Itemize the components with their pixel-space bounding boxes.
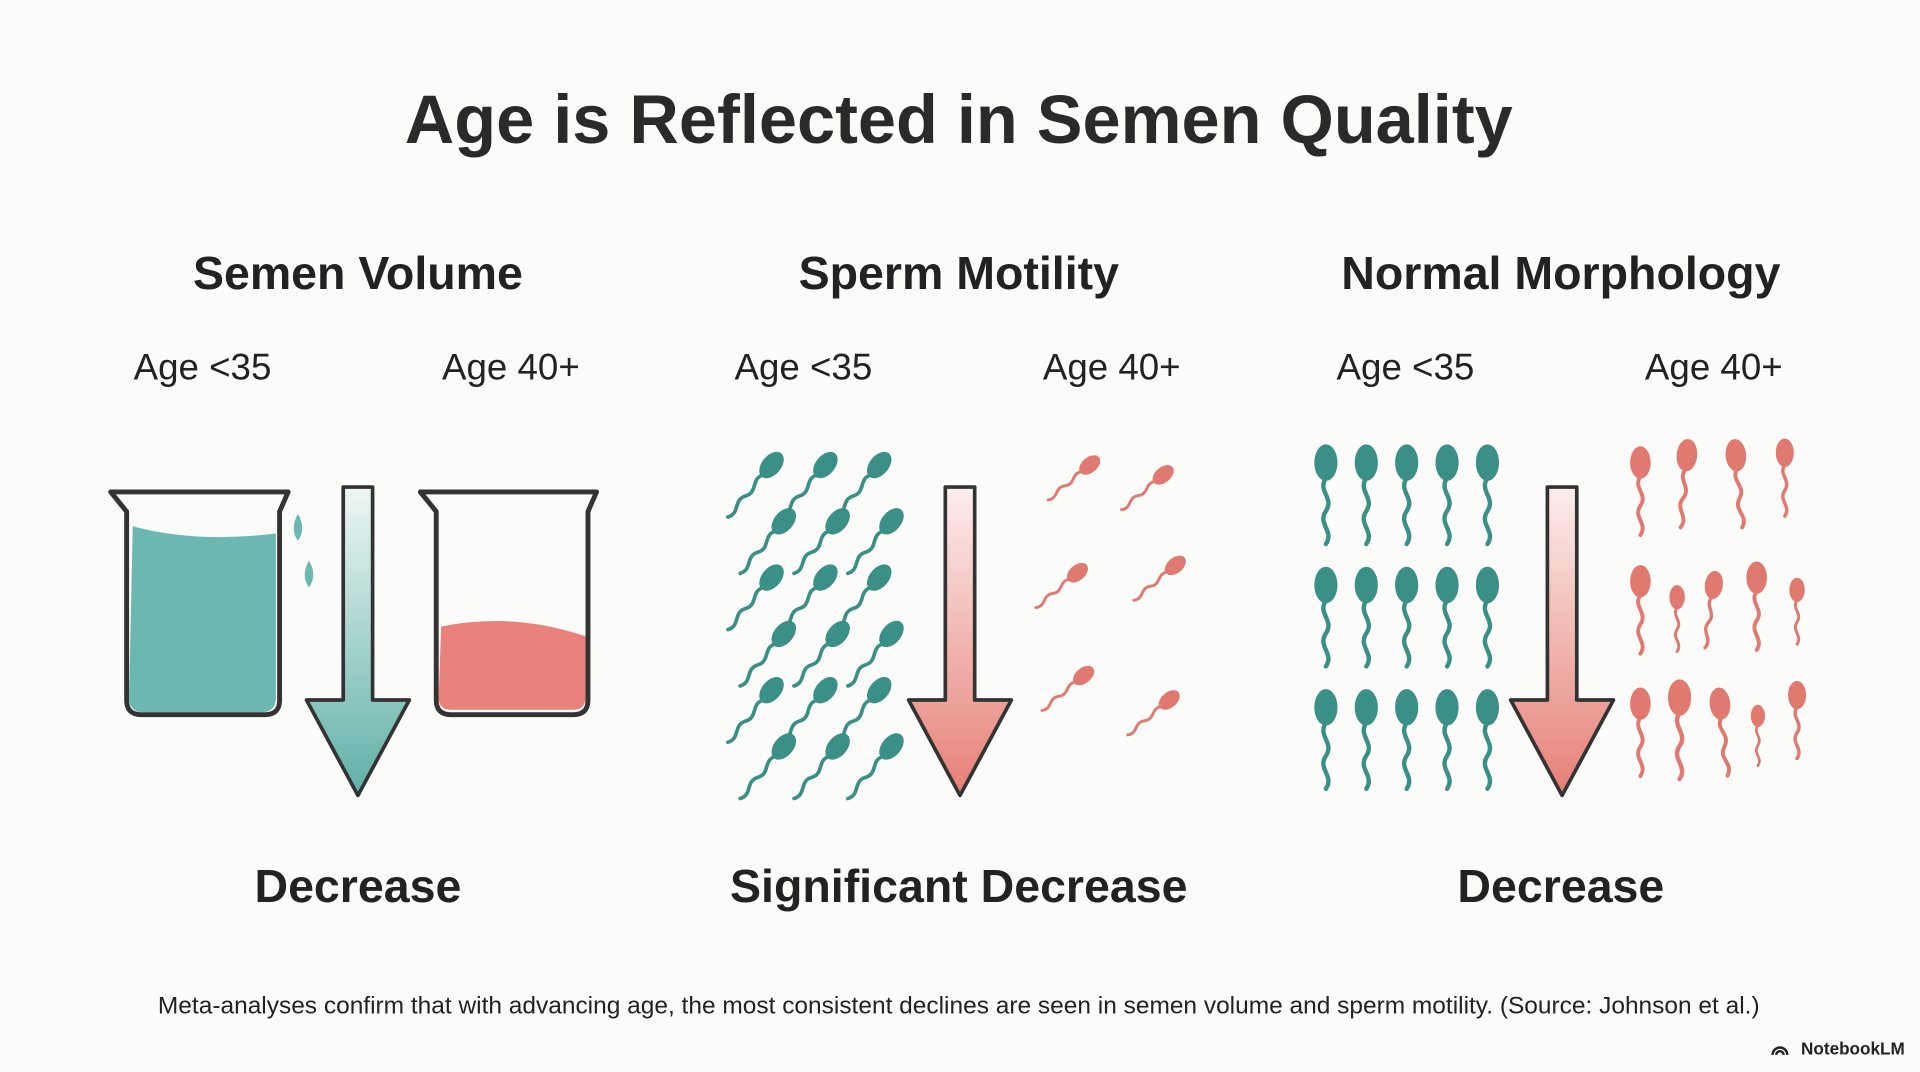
panel-heading: Sperm Motility <box>799 247 1120 299</box>
sperm <box>731 502 803 582</box>
sperm <box>838 727 910 807</box>
volume-illustration <box>108 485 599 798</box>
brand: NotebookLM <box>1801 1039 1905 1059</box>
age-label: Age 40+ <box>442 346 580 387</box>
sperm <box>731 727 803 807</box>
age-label: Age <35 <box>134 346 272 387</box>
footer: Meta-analyses confirm that with advancin… <box>158 993 1760 1020</box>
sperm <box>1788 576 1806 646</box>
sperm <box>719 446 790 525</box>
sperm <box>1315 445 1337 544</box>
sperm <box>1396 567 1418 666</box>
sperm <box>1694 568 1726 651</box>
result-label: Decrease <box>254 860 461 912</box>
sperm <box>1476 445 1498 544</box>
panel-heading: Semen Volume <box>193 247 523 299</box>
sperm <box>785 502 856 582</box>
sperm <box>1706 685 1740 779</box>
age-label: Age <35 <box>1337 346 1475 387</box>
title: Age is Reflected in Semen Quality <box>405 81 1513 158</box>
sperm <box>1744 559 1769 653</box>
sperm <box>1315 567 1337 666</box>
sperm <box>838 614 910 694</box>
sperm <box>1668 583 1686 653</box>
sperm <box>1786 679 1808 761</box>
sperm <box>1669 680 1691 779</box>
sperm <box>1436 690 1458 789</box>
motility-illustration <box>719 446 1191 807</box>
sperm <box>1121 685 1185 743</box>
sperm <box>1127 550 1191 608</box>
sperm <box>1115 460 1179 517</box>
result-label: Decrease <box>1457 860 1664 912</box>
sperm <box>1396 445 1418 544</box>
sperm <box>719 558 790 638</box>
morphology-illustration <box>1315 436 1808 798</box>
sperm <box>1628 563 1653 656</box>
sperm <box>1668 436 1700 531</box>
sperm <box>1396 690 1418 789</box>
sperm <box>1436 445 1458 544</box>
sperm <box>1722 436 1754 531</box>
age-label: Age 40+ <box>1645 346 1783 387</box>
sperm <box>1628 444 1653 537</box>
sperm <box>785 727 856 807</box>
brand-icon <box>1771 1046 1789 1056</box>
sperm <box>1749 703 1766 768</box>
sperm <box>1476 690 1498 789</box>
sperm <box>838 502 910 582</box>
sperm <box>1436 567 1458 666</box>
sperm <box>1355 690 1377 789</box>
sperm <box>1355 567 1377 666</box>
sperm <box>785 614 856 694</box>
sperm <box>731 614 803 694</box>
sperm <box>1029 558 1093 615</box>
panel-heading: Normal Morphology <box>1341 247 1780 299</box>
sperm <box>1355 445 1377 544</box>
age-label: Age 40+ <box>1043 346 1181 387</box>
sperm <box>719 671 790 750</box>
sperm <box>1041 450 1105 508</box>
result-label: Significant Decrease <box>730 860 1187 912</box>
sperm <box>1476 567 1498 666</box>
sperm <box>1035 660 1099 718</box>
sperm <box>1315 690 1337 789</box>
sperm <box>1628 686 1653 779</box>
sperm <box>1774 437 1796 518</box>
age-label: Age <35 <box>734 346 872 387</box>
